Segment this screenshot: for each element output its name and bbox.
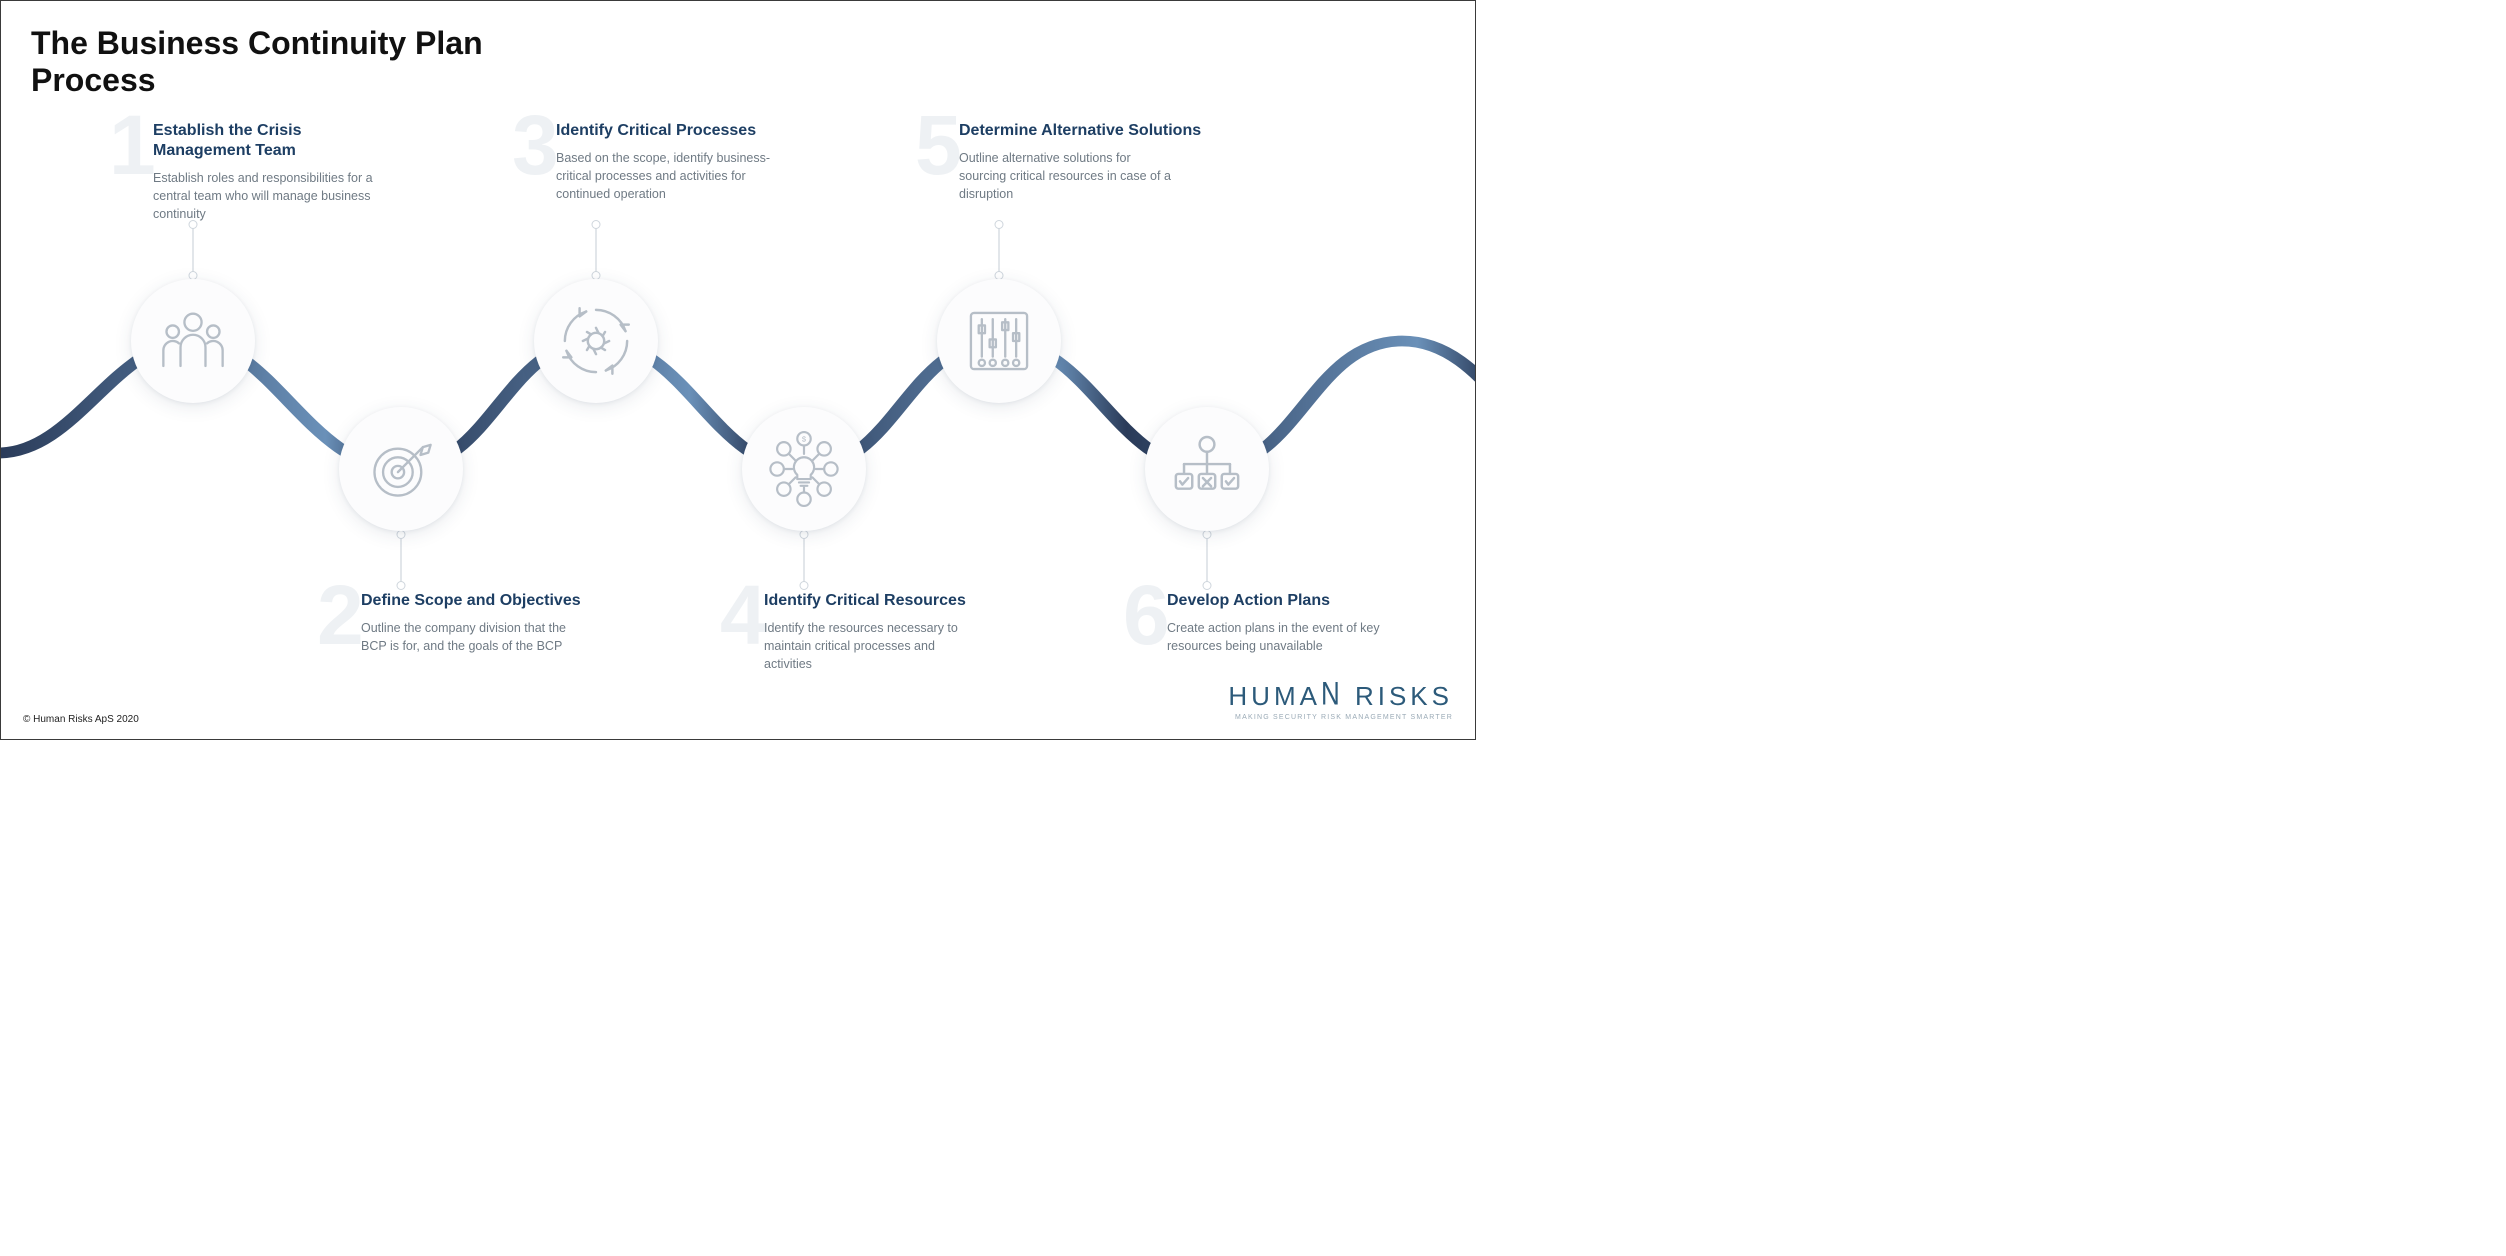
page-title: The Business Continuity Plan Process — [31, 25, 483, 99]
node-3 — [534, 279, 658, 403]
node-1 — [131, 279, 255, 403]
target-icon — [362, 430, 440, 508]
step-title-6: Develop Action Plans — [1167, 591, 1417, 611]
svg-text:$: $ — [802, 434, 807, 443]
step-number-5: 5 — [915, 103, 962, 187]
plan-tree-icon — [1166, 428, 1248, 510]
step-title-1: Establish the Crisis Management Team — [153, 121, 403, 161]
step-number-4: 4 — [720, 573, 767, 657]
step-number-3: 3 — [512, 103, 559, 187]
brand-part-n: N — [1321, 675, 1344, 714]
gear-cycle-icon — [555, 300, 637, 382]
step-title-5: Determine Alternative Solutions — [959, 121, 1209, 141]
brand-logo: HUMAN RISKS — [1228, 681, 1453, 712]
leader-1 — [192, 225, 194, 275]
brand-part-a: HUMA — [1228, 681, 1321, 711]
leader-4 — [803, 535, 805, 585]
step-body-4: Identify the resources necessary to main… — [764, 619, 984, 673]
step-4: 4 Identify Critical Resources Identify t… — [764, 591, 1014, 673]
step-number-2: 2 — [317, 573, 364, 657]
step-number-6: 6 — [1123, 573, 1170, 657]
copyright: © Human Risks ApS 2020 — [23, 714, 139, 725]
step-body-6: Create action plans in the event of key … — [1167, 619, 1387, 655]
step-title-4: Identify Critical Resources — [764, 591, 1014, 611]
brand: HUMAN RISKS MAKING SECURITY RISK MANAGEM… — [1228, 681, 1453, 721]
team-icon — [154, 302, 232, 380]
node-2 — [339, 407, 463, 531]
step-body-3: Based on the scope, identify business-cr… — [556, 149, 776, 203]
step-body-5: Outline alternative solutions for sourci… — [959, 149, 1179, 203]
node-6 — [1145, 407, 1269, 531]
step-6: 6 Develop Action Plans Create action pla… — [1167, 591, 1417, 655]
step-title-3: Identify Critical Processes — [556, 121, 806, 141]
node-5 — [937, 279, 1061, 403]
step-5: 5 Determine Alternative Solutions Outlin… — [959, 121, 1209, 203]
infographic-frame: The Business Continuity Plan Process — [0, 0, 1476, 740]
step-2: 2 Define Scope and Objectives Outline th… — [361, 591, 611, 655]
sliders-icon — [960, 302, 1038, 380]
title-line2: Process — [31, 62, 156, 98]
brand-tagline: MAKING SECURITY RISK MANAGEMENT SMARTER — [1228, 714, 1453, 721]
idea-network-icon: $ — [762, 427, 846, 511]
step-body-2: Outline the company division that the BC… — [361, 619, 581, 655]
step-title-2: Define Scope and Objectives — [361, 591, 611, 611]
leader-5 — [998, 225, 1000, 275]
step-body-1: Establish roles and responsibilities for… — [153, 169, 373, 223]
node-4: $ — [742, 407, 866, 531]
leader-2 — [400, 535, 402, 585]
leader-3 — [595, 225, 597, 275]
brand-part-b: RISKS — [1355, 681, 1453, 711]
step-3: 3 Identify Critical Processes Based on t… — [556, 121, 806, 203]
step-number-1: 1 — [109, 103, 156, 187]
title-line1: The Business Continuity Plan — [31, 25, 483, 61]
step-1: 1 Establish the Crisis Management Team E… — [153, 121, 403, 223]
leader-6 — [1206, 535, 1208, 585]
